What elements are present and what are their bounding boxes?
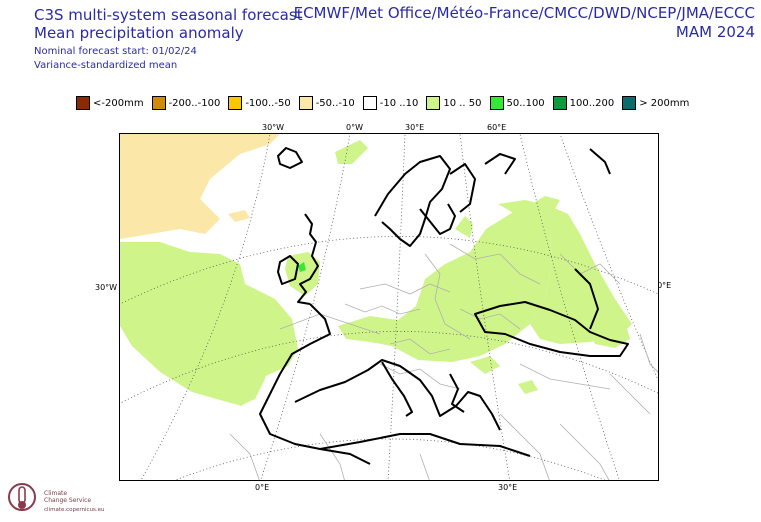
legend-swatch [298, 96, 313, 110]
anomaly-shading [120, 134, 632, 406]
title-block: C3S multi-system seasonal forecast Mean … [34, 6, 303, 72]
graticule-label-top: 60°E [487, 123, 507, 132]
legend-swatch [228, 96, 243, 110]
coast-mediterranean-north [294, 359, 501, 431]
coast-black-sea [474, 301, 629, 357]
centres-label: ECMWF/Met Office/Météo-France/CMCC/DWD/N… [293, 4, 755, 22]
graticule-label-top: 30°E [405, 123, 425, 132]
wet-area-iceland [335, 140, 368, 164]
legend-label: -50..-10 [315, 97, 355, 109]
coast-finland [449, 163, 476, 213]
country-borders [229, 243, 658, 480]
graticule-label-bottom: 0°E [255, 483, 270, 492]
graticule-label-left: 30°W [95, 283, 118, 292]
method-label: Variance-standardized mean [34, 60, 178, 71]
coast-britain [297, 213, 319, 305]
legend-item: -200..-100 [151, 96, 221, 110]
legend-item: -100..-50 [228, 96, 291, 110]
legend-item: <-200mm [76, 96, 144, 110]
legend-swatch [489, 96, 504, 110]
legend-label: > 200mm [639, 97, 690, 109]
legend-item: > 200mm [622, 96, 689, 110]
graticule-label-top: 30°W [262, 123, 285, 132]
copernicus-logo: Climate Change Service climate.copernicu… [6, 477, 116, 519]
logo-name-line1: Climate [44, 490, 68, 497]
map-svg [120, 134, 658, 480]
coast-ireland [277, 255, 299, 285]
legend-label: 50..100 [506, 97, 545, 109]
legend-swatch [151, 96, 166, 110]
legend-swatch [426, 96, 441, 110]
wet-area-black-sea-south [470, 356, 500, 374]
legend-label: 100..200 [569, 97, 615, 109]
legend-label: 10 .. 50 [443, 97, 482, 109]
legend-swatch [552, 96, 567, 110]
legend-swatch [622, 96, 637, 110]
legend-swatch [76, 96, 90, 110]
coast-norway-sweden [374, 155, 451, 247]
coast-greece [449, 373, 465, 413]
logo-url: climate.copernicus.eu [44, 507, 105, 513]
legend-label: -10 ..10 [379, 97, 419, 109]
legend-label: <-200mm [93, 97, 144, 109]
legend-label: -100..-50 [245, 97, 291, 109]
legend-item: -50..-10 [298, 96, 355, 110]
legend-label: -200..-100 [168, 97, 221, 109]
title-line1: C3S multi-system seasonal forecast [34, 6, 303, 24]
legend-item: 50..100 [489, 96, 545, 110]
wet-area-iberia-west [232, 332, 270, 406]
legend-item: 100..200 [552, 96, 615, 110]
title-line2: Mean precipitation anomaly [34, 24, 244, 42]
coastlines [259, 147, 629, 465]
season-label: MAM 2024 [675, 23, 755, 41]
coast-mediterranean-south [319, 433, 531, 457]
forecast-start-label: Nominal forecast start: 01/02/24 [34, 46, 197, 57]
wet-area-ireland [285, 252, 320, 296]
wet-area-urals [528, 196, 560, 214]
map-panel [119, 133, 659, 481]
title-right-block: ECMWF/Met Office/Météo-France/CMCC/DWD/N… [294, 4, 755, 42]
graticule-label-right: 60°E [652, 281, 672, 290]
dry-area-atlantic-patch [228, 210, 250, 222]
coast-iceland [277, 147, 303, 169]
wet-area-caspian [580, 310, 630, 348]
strong-wet-spot [298, 262, 306, 272]
legend-item: 10 .. 50 [426, 96, 482, 110]
legend-swatch [362, 96, 377, 110]
legend: <-200mm -200..-100 -100..-50 -50..-10 -1… [76, 95, 697, 111]
coast-baltic [419, 203, 456, 235]
wet-area-central-europe [338, 204, 552, 362]
wet-area-atlantic [120, 242, 298, 406]
logo-name-line2: Change Service [44, 497, 92, 504]
wet-area-scandinavia [455, 216, 473, 238]
coast-italy [381, 361, 413, 417]
coast-white-sea [484, 153, 516, 175]
graticule-label-top: 0°W [346, 123, 363, 132]
climate-logo-icon [8, 483, 36, 511]
coast-caspian [574, 268, 599, 330]
dry-area-atlantic-north [120, 134, 280, 239]
legend-item: -10 ..10 [362, 96, 419, 110]
wet-area-turkey-east [518, 380, 538, 394]
graticule-label-bottom: 30°E [498, 483, 518, 492]
coast-novaya-zemlya [589, 148, 611, 175]
